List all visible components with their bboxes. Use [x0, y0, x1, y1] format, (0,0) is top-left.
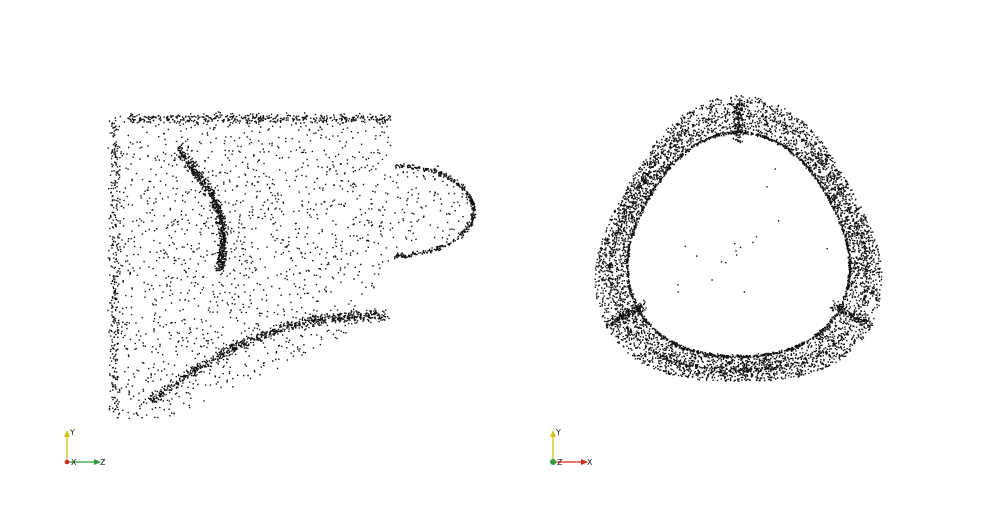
axis-label-x: X	[587, 458, 593, 467]
point-cloud-side-view	[107, 111, 477, 420]
point-cloud-top-view	[594, 95, 883, 382]
axis-label-x: X	[71, 458, 77, 467]
orientation-triad-icon: Y Z X	[64, 428, 106, 467]
axis-label-z: Z	[557, 458, 563, 467]
axis-label-z: Z	[100, 458, 106, 467]
axis-label-y: Y	[69, 428, 75, 437]
orientation-triad-icon: Y X Z	[550, 428, 593, 467]
axis-label-y: Y	[555, 428, 561, 437]
